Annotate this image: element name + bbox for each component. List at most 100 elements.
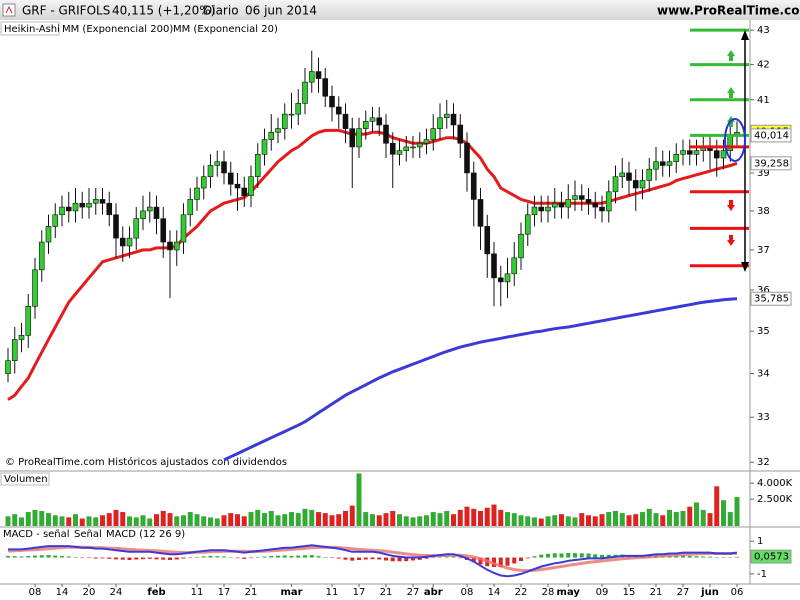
macd-histogram [93,557,98,559]
macd-histogram [73,557,78,558]
macd-histogram [701,556,706,558]
macd-histogram [363,557,368,560]
volume-bar [592,516,598,526]
down-arrow [727,235,735,246]
volume-bar [66,517,72,526]
candle-body [329,95,335,108]
candle-body [234,183,241,189]
menu-icon[interactable] [2,3,16,17]
macd-histogram [39,555,44,558]
volume-bar [316,512,321,526]
volume-bar [255,509,261,526]
volume-bar [484,507,490,526]
volume-bar [160,510,166,526]
macd-histogram [593,554,598,558]
volume-bar [579,513,585,526]
macd-histogram [26,556,31,558]
macd-histogram [350,557,355,561]
volume-bar [32,509,38,526]
macd-histogram [478,557,483,565]
volume-bar [491,504,497,526]
macd-histogram [417,557,422,560]
price-marker-label: 39,258 [754,158,789,169]
macd-histogram [458,557,463,559]
x-tick-label: 15 [623,587,636,598]
candle-body [106,202,113,216]
candle-body [450,113,457,126]
candle-body [45,226,52,243]
macd-histogram [154,557,159,560]
volume-bar [356,473,362,526]
x-tick-label: 14 [488,587,501,598]
volume-bar [275,515,281,526]
x-tick-label: 22 [515,587,528,598]
candle-body [484,226,491,255]
candle-body [315,71,322,79]
candle-body [99,199,106,204]
volume-bar [640,512,645,526]
price-marker [750,156,792,171]
macd-histogram [228,557,233,558]
volume-bar [511,513,517,526]
candle-body [437,117,443,129]
candle-body [403,146,410,151]
volume-bar [626,515,632,526]
candle-body [207,165,214,177]
volume-bar [39,510,45,526]
candle-body [410,146,416,149]
macd-histogram [255,557,260,558]
volume-bar [52,515,58,526]
volume-bar [120,512,126,526]
volume-bar [505,512,510,526]
candle-body [5,360,11,374]
macd-line [8,544,738,578]
volume-bar [73,514,78,526]
volume-bar [410,517,416,526]
x-tick-label: 17 [353,587,366,598]
price-marker [750,128,792,143]
volume-bar [572,517,578,526]
volume-bar [59,516,65,526]
macd-histogram [411,557,415,561]
date: 06 jun 2014 [245,4,317,18]
volume-bar [403,516,409,526]
macd-histogram [188,557,193,559]
candle-body [38,241,45,271]
up-arrow [727,87,735,98]
candle-body [119,237,126,247]
legend-ema20: MM (Exponencial 20) [173,24,278,35]
volume-bar [451,514,456,526]
volume-bar [437,513,443,526]
candle-body [632,180,639,189]
candle-body [572,195,578,200]
volume-bar [613,510,618,526]
volume-bar [127,516,132,526]
candle-body [713,150,720,159]
volume-bar [673,512,679,526]
candle-body [342,113,349,129]
candle-body [268,131,275,140]
period: Diario [203,4,239,18]
candle-body [214,161,221,166]
price-marker-label: 0,0573 [754,552,789,563]
volume-bar [599,514,605,526]
macd-histogram [114,557,118,560]
macd-histogram [262,556,267,558]
macd-histogram [60,556,64,558]
candle-body [295,103,302,115]
volume-bar [25,512,31,526]
candle-body [592,202,599,208]
macd-histogram [201,556,206,558]
macd-histogram [532,556,537,558]
macd-histogram [6,555,10,558]
macd-histogram [127,557,132,560]
macd-histogram [12,556,17,558]
candle-body [558,202,565,208]
annotations [724,30,749,272]
candle-body [59,206,65,216]
macd-histogram [674,555,679,558]
legend-macd: MACD (12 26 9) [106,529,185,540]
volume-bar [235,514,240,526]
macd-histogram [546,553,550,558]
macd-histogram [19,556,24,558]
